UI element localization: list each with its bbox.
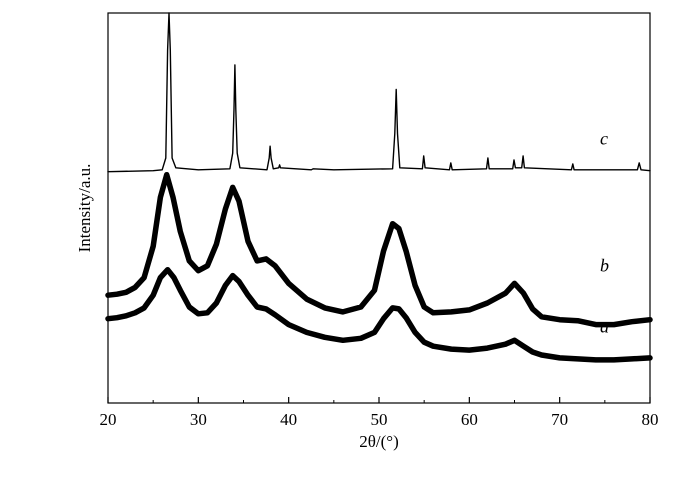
y-axis-title: Intensity/a.u. — [75, 164, 94, 253]
x-tick-label: 80 — [642, 410, 659, 429]
plot-frame — [107, 12, 651, 404]
x-axis-title: 2θ/(°) — [359, 432, 399, 451]
series-label-b: b — [600, 256, 609, 276]
series-line-c — [107, 12, 651, 173]
curves-layer — [105, 12, 653, 363]
series-label-a: a — [600, 316, 609, 336]
x-tick-label: 70 — [551, 410, 568, 429]
x-tick-label: 30 — [190, 410, 207, 429]
series-line-b — [105, 171, 653, 328]
series-label-c: c — [600, 128, 608, 148]
x-tick-label: 20 — [100, 410, 117, 429]
curve-labels: a b c — [600, 128, 609, 336]
series-line-a — [105, 266, 653, 363]
x-tick-label: 60 — [461, 410, 478, 429]
x-tick-label: 40 — [280, 410, 297, 429]
x-tick-label: 50 — [371, 410, 388, 429]
x-ticks: 20 30 40 50 60 70 80 — [100, 397, 659, 429]
